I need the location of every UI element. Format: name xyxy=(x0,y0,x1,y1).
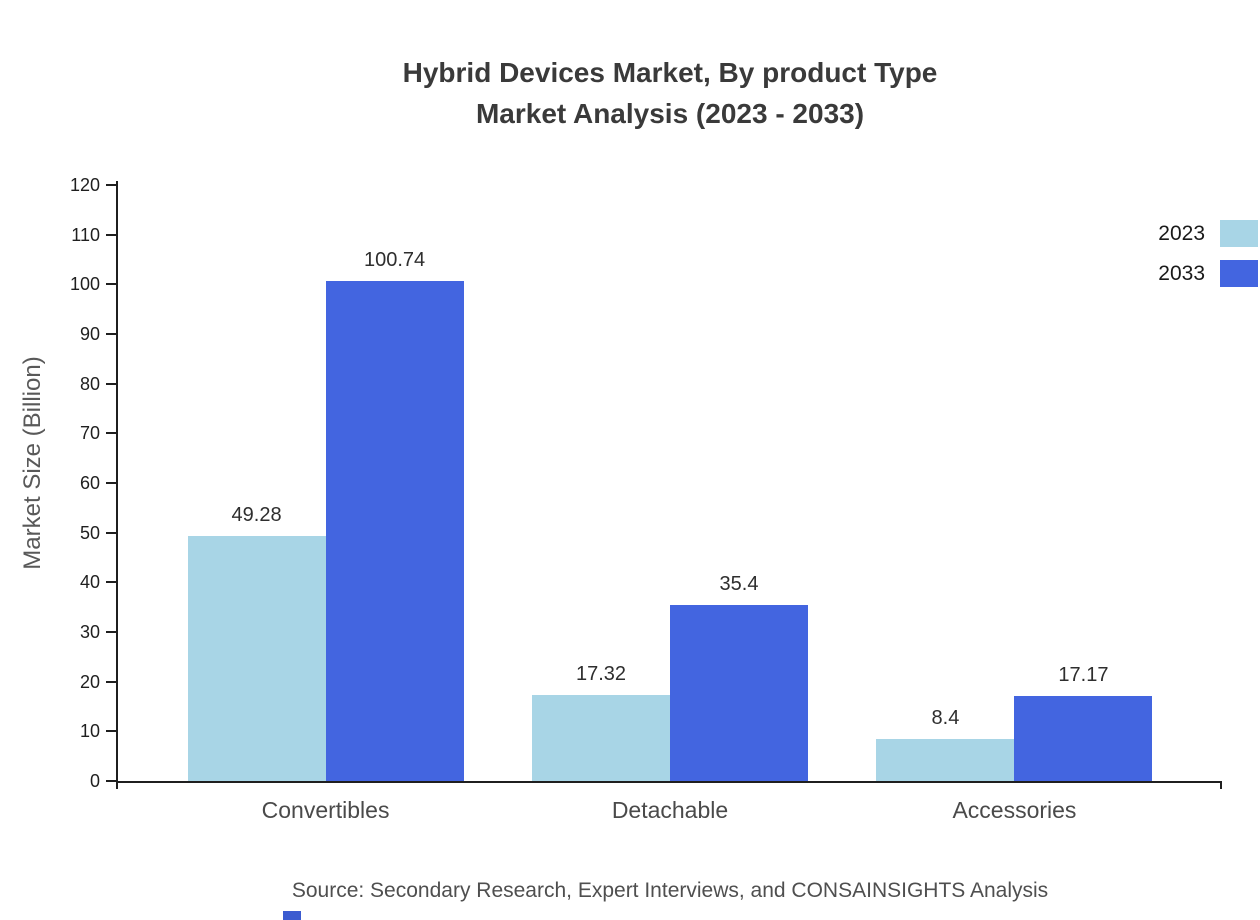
x-category-label: Detachable xyxy=(611,797,729,823)
bar-value-label: 35.4 xyxy=(719,573,759,596)
y-tick-mark xyxy=(106,730,116,733)
y-tick-mark xyxy=(106,432,116,435)
y-tick-mark xyxy=(106,283,116,286)
bar-2023-convertibles xyxy=(187,536,326,781)
chart-title-line2: Market Analysis (2023 - 2033) xyxy=(475,98,865,129)
chart-title: Hybrid Devices Market, By product Type M… xyxy=(80,52,1260,134)
y-tick-mark xyxy=(106,233,116,236)
legend-label-2033: 2033 xyxy=(1158,261,1205,285)
legend-swatch-2033 xyxy=(1220,260,1258,287)
y-tick-mark xyxy=(106,780,116,782)
partial-logo-mark xyxy=(283,911,301,920)
bar-2023-detachable xyxy=(532,694,670,781)
legend-swatch-2023 xyxy=(1220,220,1258,247)
y-tick-label: 50 xyxy=(79,522,100,543)
y-tick-mark xyxy=(106,680,116,683)
bar-2033-detachable xyxy=(670,605,808,781)
y-tick-label: 110 xyxy=(71,224,100,245)
y-tick-label: 80 xyxy=(79,373,100,394)
plot-area: 0 10 20 30 40 50 60 70 80 90 100 110 120 49.28 100.74 C… xyxy=(70,175,1222,823)
y-tick-label: 30 xyxy=(79,622,100,642)
bar-2033-accessories xyxy=(1014,695,1153,781)
y-tick-label: 10 xyxy=(79,721,100,742)
legend-item-2023: 2023 xyxy=(1158,220,1258,247)
y-tick-label: 40 xyxy=(79,572,100,593)
x-category-label: Convertibles xyxy=(261,797,390,823)
legend: 2023 2033 xyxy=(1158,220,1258,300)
y-tick-label: 90 xyxy=(79,324,100,344)
bar-value-label: 8.4 xyxy=(931,707,960,730)
legend-label-2023: 2023 xyxy=(1158,221,1205,245)
bar-value-label: 17.17 xyxy=(1058,663,1109,686)
y-tick-mark xyxy=(106,333,116,335)
legend-item-2033: 2033 xyxy=(1158,260,1258,287)
y-tick-mark xyxy=(106,631,116,633)
y-tick-mark xyxy=(106,581,116,584)
y-axis-line xyxy=(116,181,118,789)
bar-2033-convertibles xyxy=(325,280,464,781)
y-tick-label: 20 xyxy=(79,671,100,692)
source-note: Source: Secondary Research, Expert Inter… xyxy=(291,879,1049,902)
bar-value-label: 49.28 xyxy=(231,504,282,527)
y-tick-label: 60 xyxy=(79,473,100,493)
bar-value-label: 100.74 xyxy=(363,248,426,271)
bar-2023-accessories xyxy=(876,739,1015,781)
y-tick-label: 70 xyxy=(79,423,100,444)
x-category-label: Accessories xyxy=(952,797,1077,823)
x-axis-end-tick xyxy=(1220,781,1222,789)
x-axis-line xyxy=(116,781,1222,783)
y-tick-mark xyxy=(106,482,116,484)
y-tick-mark xyxy=(106,184,116,186)
y-tick-label: 0 xyxy=(89,771,100,791)
bar-value-label: 17.32 xyxy=(575,662,627,685)
chart-title-line1: Hybrid Devices Market, By product Type xyxy=(402,57,938,88)
y-tick-label: 120 xyxy=(69,175,100,195)
y-tick-mark xyxy=(106,531,116,534)
y-tick-mark xyxy=(106,382,116,385)
y-tick-label: 100 xyxy=(69,274,100,295)
